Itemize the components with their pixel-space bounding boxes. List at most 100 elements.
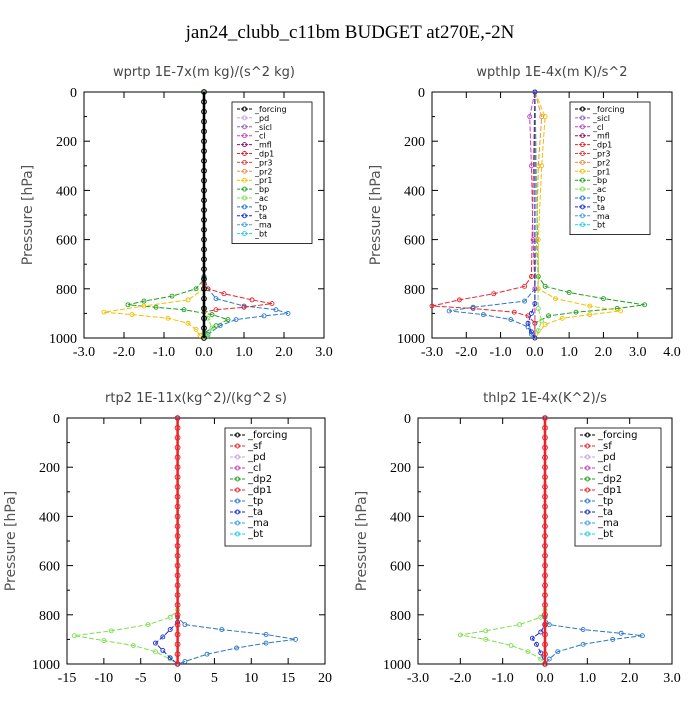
panel-var-name: wpthlp: [476, 65, 524, 80]
legend-entry: _mfl: [254, 141, 272, 150]
x-tick-label: -2.0: [455, 345, 477, 360]
series-point: [542, 283, 548, 289]
panel-subtitle: wprtp 1E-7x(m kg)/(s^2 kg): [113, 65, 295, 80]
series-point: [542, 434, 548, 441]
series-point: [201, 118, 207, 125]
panel-var-name: rtp2: [105, 391, 136, 406]
series-point: [167, 655, 173, 661]
series-point: [201, 266, 207, 273]
legend-marker: [580, 195, 585, 201]
series-point: [71, 633, 77, 639]
series-point: [535, 328, 541, 334]
series-point: [205, 333, 211, 338]
series-point: [527, 114, 533, 120]
x-tick-label: -5: [135, 671, 147, 686]
series-point: [587, 312, 593, 318]
series-point: [129, 312, 135, 318]
legend-marker: [242, 177, 247, 183]
series-point: [263, 640, 269, 646]
series-point: [165, 315, 171, 321]
legend-entry: _bt: [592, 221, 605, 230]
legend-entry: _pr1: [254, 176, 272, 185]
series-point: [174, 562, 181, 569]
series-line-dp1: [431, 91, 536, 338]
series-point: [174, 503, 181, 510]
legend-marker: [580, 186, 585, 192]
series-point: [618, 630, 624, 636]
panel-scale: 1E-4x(m K)/s^2: [525, 65, 628, 80]
legend-entry: _ta: [247, 507, 263, 518]
legend-box: [574, 427, 662, 547]
legend-marker: [235, 509, 240, 515]
series-line-tp: [449, 92, 536, 339]
series-point: [522, 298, 528, 304]
legend-entry: _bt: [597, 529, 613, 540]
x-tick-label: -3.0: [73, 345, 95, 360]
series-point: [174, 552, 181, 559]
series-point: [174, 424, 181, 431]
series-line-pr1: [103, 92, 205, 339]
legend-entry: _pd: [247, 452, 266, 463]
series-point: [542, 322, 548, 327]
series-point: [542, 503, 548, 510]
series-point: [480, 312, 486, 318]
series-point: [201, 108, 207, 115]
panel-scale: 1E-7x(m kg)/(s^2 kg): [155, 65, 295, 80]
series-point: [201, 197, 207, 204]
series-point: [285, 310, 291, 316]
series-point: [542, 454, 548, 461]
series-point: [457, 632, 463, 638]
series-point: [587, 303, 593, 309]
series-point: [610, 636, 616, 642]
series-point: [153, 304, 159, 310]
series-point: [273, 307, 279, 313]
series-point: [201, 256, 207, 263]
legend-marker: [580, 151, 585, 156]
x-tick-label: -1.0: [153, 345, 175, 360]
legend-entry: _pr3: [592, 150, 610, 159]
x-tick-label: -15: [58, 671, 77, 686]
series-point: [181, 307, 187, 313]
y-axis-label: Pressure [hPa]: [20, 165, 36, 265]
series-point: [197, 333, 203, 338]
y-tick-label: 600: [390, 560, 411, 575]
series-point: [542, 552, 548, 559]
series-point: [542, 483, 548, 490]
series-point: [201, 325, 207, 332]
legend-marker: [242, 142, 247, 148]
series-point: [546, 656, 552, 662]
x-tick-label: 5: [211, 671, 218, 686]
x-tick-label: 3.0: [663, 671, 681, 686]
legend-entry: _tp: [247, 496, 263, 507]
series-point: [201, 89, 207, 95]
series-point: [201, 207, 207, 213]
y-tick-label: 200: [56, 135, 77, 150]
x-tick-label: 3.0: [629, 345, 647, 360]
series-point: [542, 493, 548, 500]
series-line-ta: [527, 92, 536, 339]
x-tick-label: -3.0: [421, 345, 443, 360]
y-tick-label: 200: [39, 461, 60, 476]
series-point: [201, 226, 207, 233]
figure-title: jan24_clubb_c11bm BUDGET at270E,-2N: [185, 22, 515, 43]
y-tick-label: 1000: [397, 332, 425, 347]
series-point: [528, 274, 534, 279]
legend-marker: [580, 142, 585, 148]
legend-marker: [580, 115, 585, 121]
legend-entry: _ta: [597, 507, 613, 518]
y-tick-label: 600: [39, 560, 60, 575]
series-point: [542, 641, 548, 648]
series-point: [201, 138, 207, 145]
series-point: [618, 308, 624, 314]
series-line-dp1: [74, 418, 179, 665]
series-point: [174, 513, 181, 520]
y-tick-label: 0: [404, 412, 411, 427]
series-point: [219, 627, 225, 633]
legend-marker: [242, 106, 247, 112]
legend-entry: _bp: [592, 176, 607, 185]
legend-marker: [242, 186, 247, 192]
legend-marker: [235, 476, 240, 482]
series-point: [542, 582, 548, 589]
series-point: [174, 621, 181, 628]
